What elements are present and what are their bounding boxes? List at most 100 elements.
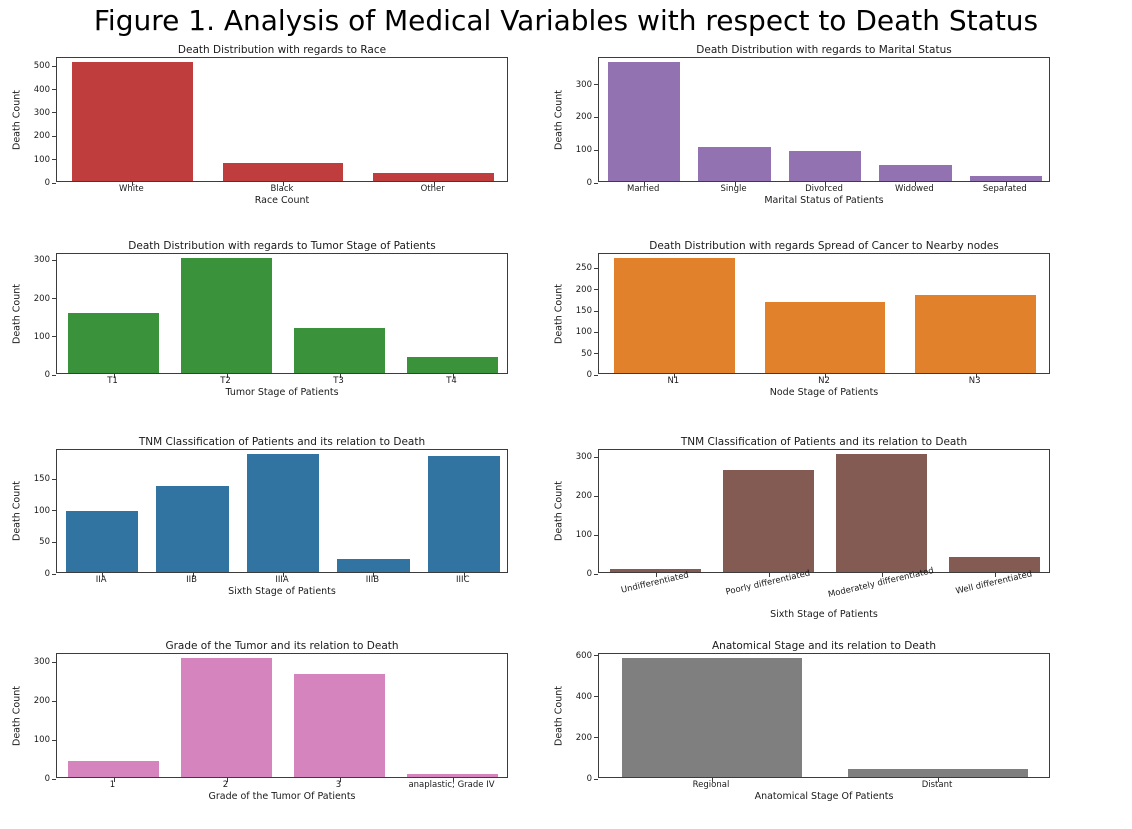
subplot-tumor-stage: Death Distribution with regards to Tumor…	[0, 240, 566, 436]
x-tick-mark	[434, 182, 435, 186]
y-tick-label: 200	[575, 284, 592, 295]
y-tick-mark	[52, 662, 56, 663]
bar-n2	[764, 302, 886, 373]
plot-area: Death Count 0 100 200 300	[12, 653, 508, 784]
x-tick-label: IIIC	[456, 575, 470, 585]
y-tick-mark	[594, 117, 598, 118]
x-tick-label: Regional	[692, 780, 730, 790]
plot-area: Death Count 0 200 400 600	[554, 651, 1050, 784]
x-tick-label: Single	[720, 184, 747, 194]
bar-2	[181, 657, 272, 777]
x-tick-label: 1	[109, 780, 116, 790]
y-tick-mark	[52, 336, 56, 337]
x-tick-label: T2	[220, 376, 231, 386]
y-tick-mark	[52, 112, 56, 113]
subplot-differentiation-tnm: TNM Classification of Patients and its r…	[554, 436, 1132, 640]
chart-title: Death Distribution with regards Spread o…	[649, 240, 999, 252]
x-tick-label: N2	[818, 376, 830, 386]
y-tick-mark	[52, 542, 56, 543]
x-tick-mark	[453, 374, 454, 378]
chart-title: TNM Classification of Patients and its r…	[138, 436, 426, 448]
y-tick-label: 100	[575, 327, 592, 338]
y-tick-mark	[594, 696, 598, 697]
plot-area: Death Count 0 100 200 300	[12, 253, 508, 380]
x-tick-label: Divorced	[805, 184, 843, 194]
x-tick-label: T3	[333, 376, 344, 386]
x-tick-mark	[825, 182, 826, 186]
y-tick-mark	[52, 701, 56, 702]
x-axis-label: Tumor Stage of Patients	[225, 387, 339, 398]
x-tick-row: Married Single Divorced Widowed Separated	[598, 182, 1050, 195]
subplot-sixth-stage-tnm: TNM Classification of Patients and its r…	[0, 436, 566, 640]
y-tick-mark	[594, 311, 598, 312]
x-axis-label: Sixth Stage of Patients	[228, 586, 336, 597]
bar-n3	[915, 295, 1036, 373]
bar-black	[222, 163, 344, 181]
y-tick-mark	[594, 183, 598, 184]
x-tick-row: T1 T2 T3 T4	[56, 374, 508, 387]
y-tick-label: 200	[33, 131, 50, 142]
y-tick-label: 150	[575, 306, 592, 317]
x-tick-mark	[132, 182, 133, 186]
y-tick-label: 200	[33, 696, 50, 707]
subplot-grid: Death Distribution with regards to Race …	[0, 44, 1132, 829]
x-axis-label: Marital Status of Patients	[764, 195, 884, 206]
bar-undifferentiated	[610, 568, 701, 572]
bar-iiic	[427, 456, 500, 572]
bar-poorly-differentiated	[723, 469, 814, 572]
y-tick-mark	[594, 496, 598, 497]
y-tick-mark	[594, 655, 598, 656]
x-tick-label: White	[118, 184, 144, 194]
x-axis-label: Sixth Stage of Patients	[770, 609, 878, 620]
x-tick-label: N3	[968, 376, 981, 386]
x-tick-mark	[227, 778, 228, 782]
y-tick-label: 400	[33, 84, 50, 95]
bar-moderately-differentiated	[836, 453, 927, 572]
bar-iib	[156, 486, 229, 572]
x-tick-label: anaplastic; Grade IV	[408, 780, 495, 790]
bar-white	[72, 61, 193, 181]
y-tick-mark	[52, 66, 56, 67]
x-tick-mark	[882, 573, 883, 577]
chart-title: Death Distribution with regards to Marit…	[696, 44, 952, 56]
x-tick-label: Undifferentiated	[619, 570, 690, 596]
x-tick-mark	[644, 182, 645, 186]
x-tick-mark	[995, 573, 996, 577]
chart-title: TNM Classification of Patients and its r…	[680, 436, 968, 448]
bar-single	[698, 146, 771, 181]
bar-anaplastic-grade-iv	[407, 773, 498, 777]
x-tick-label: Widowed	[895, 184, 934, 194]
chart-title: Grade of the Tumor and its relation to D…	[165, 640, 399, 652]
bar-well-differentiated	[949, 556, 1040, 572]
chart-title: Death Distribution with regards to Race	[177, 44, 387, 56]
x-tick-row: White Black Other	[56, 182, 508, 195]
bar-iiib	[337, 559, 410, 572]
y-tick-label: 100	[33, 154, 50, 165]
bar-t1	[68, 312, 159, 373]
bar-separated	[969, 176, 1042, 181]
x-tick-row: Undifferentiated Poorly differentiated Mod…	[598, 566, 1050, 609]
y-tick-label: 50	[39, 537, 50, 548]
x-axis-label: Race Count	[254, 195, 310, 206]
y-tick-mark	[594, 150, 598, 151]
chart-title: Death Distribution with regards to Tumor…	[128, 240, 436, 252]
y-tick-label: 0	[44, 370, 50, 380]
bar-iiia	[246, 454, 320, 572]
y-tick-label: 100	[575, 145, 592, 156]
y-tick-mark	[52, 298, 56, 299]
y-tick-label: 100	[33, 331, 50, 342]
x-tick-mark	[735, 182, 736, 186]
x-tick-mark	[102, 573, 103, 577]
x-tick-label: 3	[335, 780, 342, 790]
x-tick-label: Well differentiated	[954, 569, 1033, 597]
x-tick-mark	[464, 573, 465, 577]
bar-iia	[66, 510, 139, 572]
x-axis-label: Anatomical Stage Of Patients	[754, 791, 894, 802]
y-tick-mark	[594, 353, 598, 354]
y-tick-label: 50	[581, 348, 592, 359]
y-tick-label: 200	[575, 112, 592, 123]
figure-title: Figure 1. Analysis of Medical Variables …	[93, 4, 1039, 37]
bar-3	[294, 674, 385, 777]
subplot-marital-status: Death Distribution with regards to Marit…	[554, 44, 1132, 240]
x-tick-mark	[283, 182, 284, 186]
